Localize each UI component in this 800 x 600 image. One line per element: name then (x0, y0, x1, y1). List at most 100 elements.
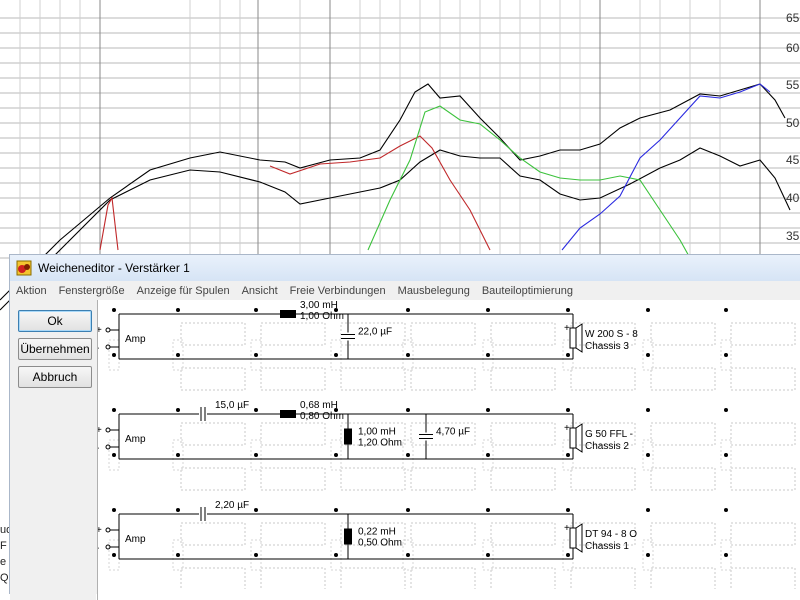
component-value: 1,00 Ohm (300, 311, 344, 322)
grid-node (176, 308, 180, 312)
driver-label: W 200 S - 8 (585, 329, 638, 340)
speaker-plus: + (564, 323, 570, 334)
empty-slot-vertical (330, 539, 342, 571)
empty-slot (650, 422, 716, 446)
empty-slot (340, 367, 406, 391)
cancel-button[interactable]: Abbruch (18, 366, 92, 388)
response-curve-red (99, 135, 491, 251)
inductor-symbol (344, 428, 352, 445)
component-value: 1,00 mH (358, 427, 396, 438)
speaker-cone (575, 423, 583, 453)
empty-slot (410, 522, 476, 546)
terminal-plus: + (98, 425, 102, 436)
grid-node (254, 553, 258, 557)
circuit-row: + - Amp 3,00 mH1,00 Ohm 22,0 µF + W 200 S - 8C… (98, 300, 638, 360)
empty-slot-vertical (482, 539, 494, 571)
speaker-symbol (569, 527, 577, 549)
grid-node (566, 353, 570, 357)
apply-button[interactable]: Übernehmen (18, 338, 92, 360)
grid-node (486, 453, 490, 457)
speaker-cone (575, 323, 583, 353)
empty-slot-vertical (250, 539, 262, 571)
grid-node (176, 353, 180, 357)
driver-label: G 50 FFL - (585, 429, 633, 440)
schematic-grid (108, 308, 796, 589)
menu-ansicht[interactable]: Ansicht (241, 284, 278, 297)
grid-node (486, 353, 490, 357)
window-titlebar[interactable]: Weicheneditor - Verstärker 1 (10, 255, 800, 281)
empty-slot (730, 567, 796, 589)
empty-slot (650, 322, 716, 346)
empty-slot-vertical (482, 339, 494, 371)
grid-node (646, 553, 650, 557)
grid-node (406, 508, 410, 512)
grid-node (254, 453, 258, 457)
grid-node (176, 408, 180, 412)
empty-slot-vertical (402, 539, 414, 571)
grid-node (112, 353, 116, 357)
empty-slot (650, 467, 716, 491)
ok-button[interactable]: Ok (18, 310, 92, 332)
empty-slot (650, 367, 716, 391)
partial-label: Q (0, 572, 9, 584)
empty-slot (260, 567, 326, 589)
empty-slot (650, 522, 716, 546)
terminal-plus: + (98, 525, 102, 536)
empty-slot (410, 467, 476, 491)
plot-grid (0, 0, 800, 260)
grid-node (254, 308, 258, 312)
empty-slot (340, 522, 406, 546)
component-value: 3,00 mH (300, 300, 338, 311)
grid-node (112, 408, 116, 412)
grid-node (646, 408, 650, 412)
empty-slot-vertical (330, 439, 342, 471)
button-panel: Ok Übernehmen Abbruch (10, 300, 96, 600)
empty-slot (340, 422, 406, 446)
grid-node (724, 553, 728, 557)
component-value: 0,22 mH (358, 527, 396, 538)
menu-anzeige-spulen[interactable]: Anzeige für Spulen (136, 284, 230, 297)
empty-slot-vertical (250, 439, 262, 471)
grid-node (566, 408, 570, 412)
y-tick-label: 50 (786, 116, 800, 130)
component-value: 0,68 mH (300, 400, 338, 411)
y-tick-label: 45 (786, 153, 800, 167)
grid-node (334, 408, 338, 412)
speaker-plus: + (564, 423, 570, 434)
plot-curves (0, 83, 791, 311)
component-value: 4,70 µF (436, 427, 470, 438)
grid-node (486, 553, 490, 557)
empty-slot (490, 467, 556, 491)
empty-slot (410, 567, 476, 589)
grid-node (566, 508, 570, 512)
empty-slot-vertical (172, 339, 184, 371)
menu-mausbelegung[interactable]: Mausbelegung (397, 284, 470, 297)
inductor-symbol (344, 528, 352, 545)
empty-slot-vertical (172, 539, 184, 571)
menu-fenstergroesse[interactable]: Fenstergröße (58, 284, 125, 297)
terminal-minus: - (98, 343, 99, 354)
empty-slot (340, 567, 406, 589)
menu-bar: Aktion Fenstergröße Anzeige für Spulen A… (10, 281, 800, 300)
empty-slot-vertical (402, 439, 414, 471)
grid-node (566, 308, 570, 312)
grid-node (334, 453, 338, 457)
driver-label: Chassis 3 (585, 341, 629, 352)
speaker-symbol (569, 427, 577, 449)
terminal-node (105, 527, 111, 533)
empty-slot (340, 467, 406, 491)
menu-aktion[interactable]: Aktion (16, 284, 47, 297)
menu-bauteiloptimierung[interactable]: Bauteiloptimierung (481, 284, 573, 297)
weicheneditor-window: Weicheneditor - Verstärker 1 Aktion Fens… (9, 254, 800, 600)
grid-node (724, 353, 728, 357)
cap-gap (341, 332, 355, 341)
grid-node (112, 453, 116, 457)
y-tick-label: 65 (786, 11, 800, 25)
grid-node (176, 553, 180, 557)
menu-freie-verbindungen[interactable]: Freie Verbindungen (289, 284, 386, 297)
grid-node (112, 508, 116, 512)
grid-node (334, 353, 338, 357)
grid-node (334, 308, 338, 312)
